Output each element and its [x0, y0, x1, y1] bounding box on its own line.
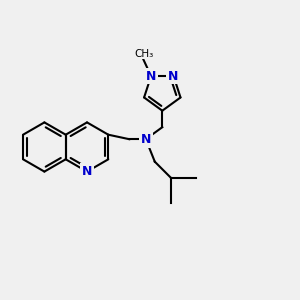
- Text: N: N: [82, 165, 92, 178]
- Text: CH₃: CH₃: [134, 49, 153, 58]
- Text: N: N: [141, 133, 151, 146]
- Text: N: N: [168, 70, 179, 83]
- Text: N: N: [146, 70, 156, 83]
